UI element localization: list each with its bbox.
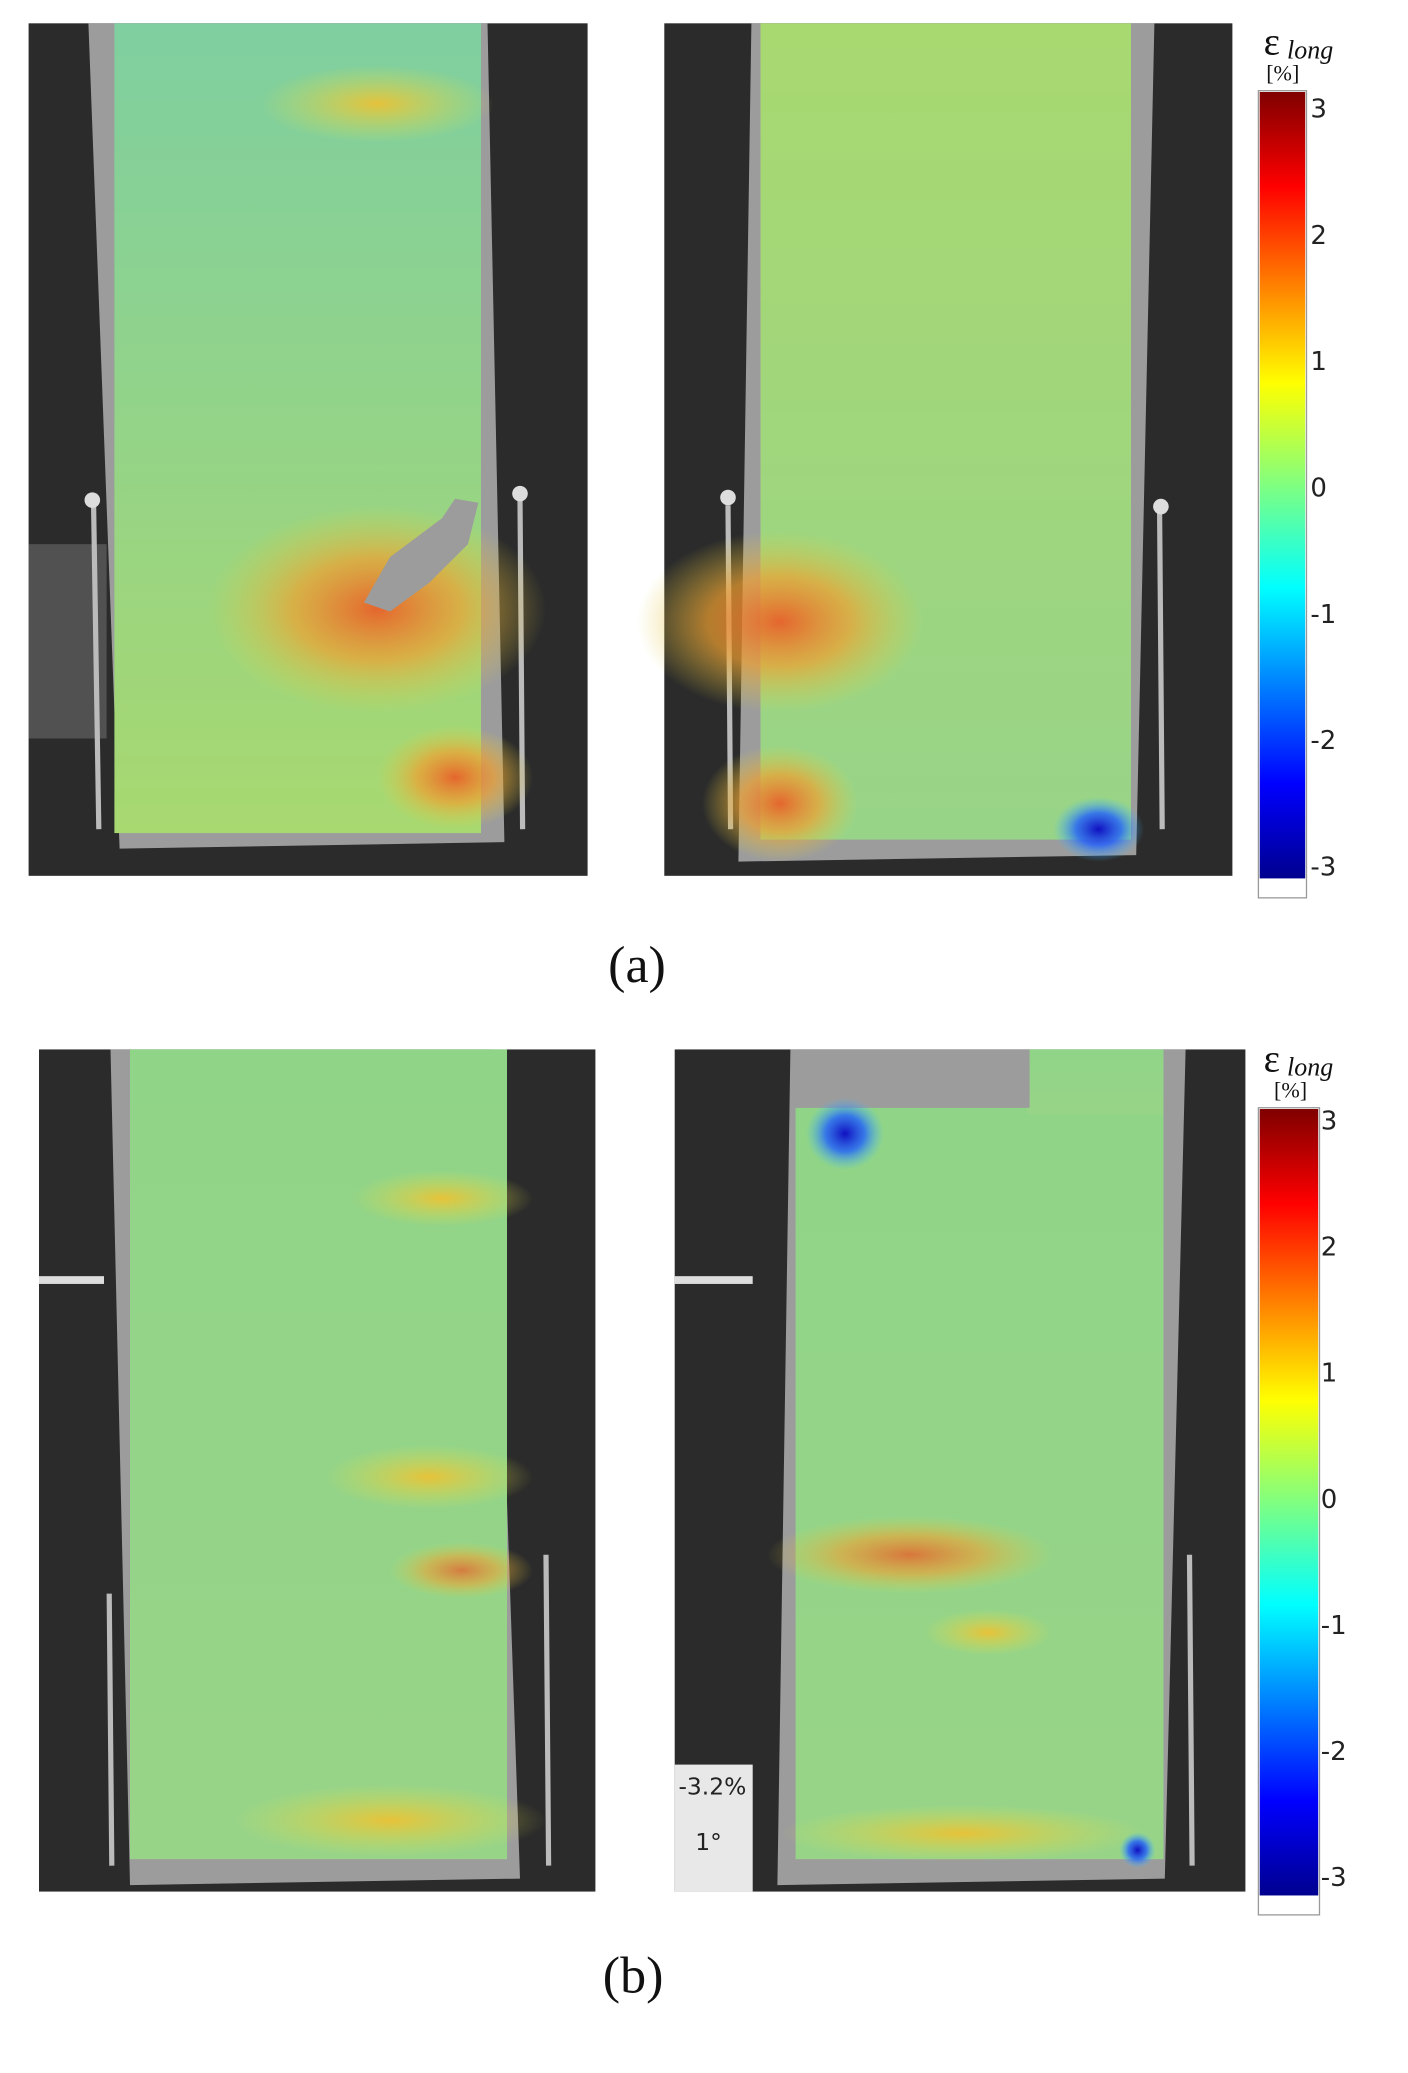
colorbar-tick-label: -3	[1310, 853, 1336, 883]
colorbar-tick-label: 3	[1310, 95, 1327, 125]
colorbar-tick-label: 3	[1321, 1107, 1338, 1137]
colorbar-tick-label: -1	[1310, 600, 1336, 630]
colorbar-tick-label: 2	[1310, 221, 1327, 251]
photo-text: 1°	[695, 1828, 722, 1856]
photo: -3.2% 1°	[674, 1049, 1246, 1892]
colorbar-tick-label: 1	[1321, 1359, 1338, 1389]
colorbar-tick-label: -1	[1321, 1611, 1347, 1641]
colorbar-tick-label: 2	[1321, 1233, 1338, 1263]
figure-content: -3.2% 1° ε long [%] 3 2 1 0 -1 -2 -3 ε long [%…	[28, 20, 1347, 2005]
colorbar-tick-label: -3	[1321, 1863, 1347, 1893]
colorbar-symbol: ε	[1264, 20, 1280, 63]
colorbar: ε long [%] 3 2 1 0 -1 -2 -3	[1257, 1038, 1347, 1916]
colorbar-tick-label: 0	[1321, 1485, 1338, 1515]
panel-label: (a)	[608, 937, 666, 994]
colorbar-tick-label: -2	[1310, 726, 1336, 756]
colorbar: ε long [%] 3 2 1 0 -1 -2 -3	[1257, 20, 1336, 899]
colorbar-symbol: ε	[1264, 1038, 1280, 1081]
photo	[28, 23, 588, 876]
colorbar-tick-label: 0	[1310, 474, 1327, 504]
colorbar-unit: [%]	[1274, 1077, 1307, 1102]
colorbar-tick-label: -2	[1321, 1737, 1347, 1767]
photo-text: -3.2%	[678, 1772, 746, 1800]
photo	[39, 1049, 596, 1892]
colorbar-subscript: long	[1287, 35, 1333, 64]
colorbar-tick-label: 1	[1310, 347, 1327, 377]
colorbar-subscript: long	[1287, 1052, 1333, 1081]
photo	[637, 23, 1233, 876]
colorbar-unit: [%]	[1266, 60, 1299, 85]
panel-label: (b)	[603, 1948, 664, 2005]
